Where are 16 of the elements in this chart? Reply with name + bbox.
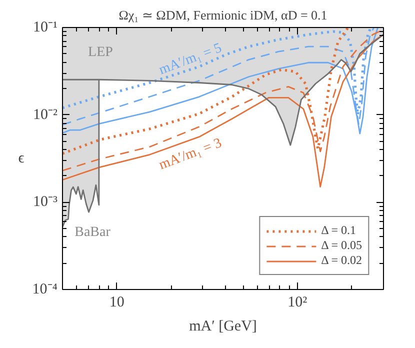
- annotation: LEP: [88, 45, 114, 60]
- x-tick-label: 10: [109, 294, 124, 310]
- x-axis-title: mA′ [GeV]: [189, 318, 257, 334]
- x-tick-label: 10²: [288, 294, 308, 310]
- y-tick-label: 10⁻⁴: [32, 282, 58, 298]
- y-tick-label: 10⁻³: [33, 194, 58, 210]
- chart-title: Ωχ₁ ≃ ΩDM, Fermionic iDM, αD = 0.1: [118, 8, 328, 22]
- y-tick-label: 10⁻²: [33, 106, 58, 123]
- y-tick-label: 10⁻¹: [33, 20, 58, 36]
- annotation: BaBar: [74, 225, 111, 240]
- annotation: mA′/m₁ = 3: [157, 136, 224, 174]
- legend-label: Δ = 0.1: [321, 223, 356, 238]
- legend-label: Δ = 0.05: [321, 238, 362, 253]
- annotation: mA′/m₁ = 5: [157, 40, 224, 78]
- y-axis-title: ϵ: [18, 150, 24, 166]
- legend-label: Δ = 0.02: [321, 253, 362, 268]
